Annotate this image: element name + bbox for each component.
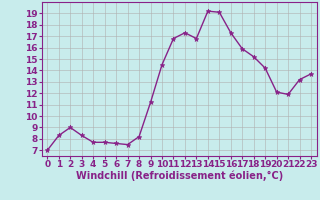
- X-axis label: Windchill (Refroidissement éolien,°C): Windchill (Refroidissement éolien,°C): [76, 171, 283, 181]
